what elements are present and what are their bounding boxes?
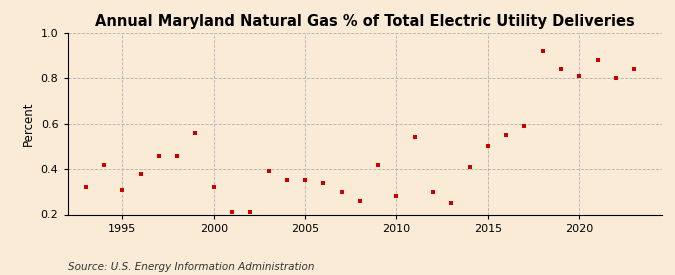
Point [373, 162, 383, 167]
Point [409, 135, 420, 140]
Text: Source: U.S. Energy Information Administration: Source: U.S. Energy Information Administ… [68, 262, 314, 272]
Point [117, 187, 128, 192]
Point [592, 58, 603, 62]
Point [519, 124, 530, 128]
Point [80, 185, 91, 189]
Point [610, 76, 621, 81]
Point [354, 199, 365, 203]
Point [336, 190, 347, 194]
Point [300, 178, 310, 183]
Y-axis label: Percent: Percent [22, 101, 35, 146]
Point [263, 169, 274, 174]
Point [171, 153, 182, 158]
Point [99, 162, 109, 167]
Point [446, 201, 457, 205]
Point [190, 131, 201, 135]
Point [135, 172, 146, 176]
Point [318, 181, 329, 185]
Point [209, 185, 219, 189]
Point [537, 49, 548, 53]
Point [227, 210, 238, 214]
Point [501, 133, 512, 137]
Point [574, 74, 585, 78]
Point [464, 165, 475, 169]
Point [391, 194, 402, 199]
Point [428, 190, 439, 194]
Point [245, 210, 256, 214]
Title: Annual Maryland Natural Gas % of Total Electric Utility Deliveries: Annual Maryland Natural Gas % of Total E… [95, 14, 634, 29]
Point [628, 67, 639, 72]
Point [281, 178, 292, 183]
Point [153, 153, 164, 158]
Point [556, 67, 566, 72]
Point [483, 144, 493, 148]
